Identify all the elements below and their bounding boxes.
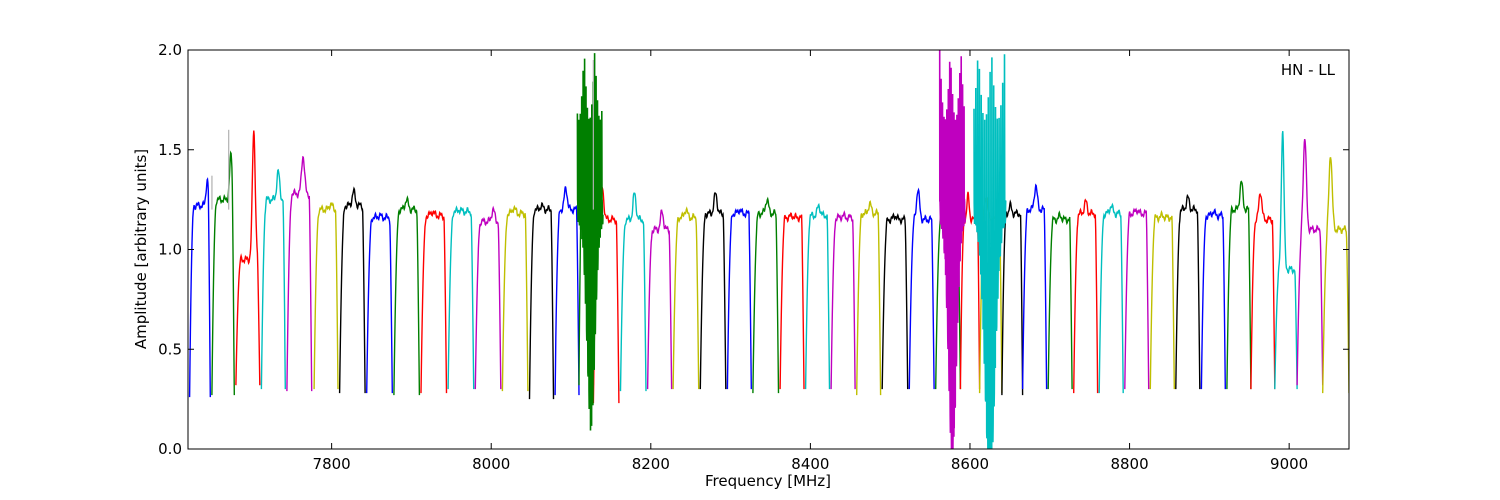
series-line-0	[188, 177, 211, 398]
series-line-36	[1098, 202, 1124, 394]
series-line-1	[211, 150, 235, 396]
y-tick-label-4: 2.0	[158, 41, 182, 59]
interference-line-2	[576, 53, 604, 431]
series-line-21	[726, 207, 752, 390]
plot-frame	[187, 49, 1350, 450]
series-line-6	[338, 186, 366, 394]
x-tick-label-4: 8600	[951, 455, 989, 473]
series-line-26	[856, 200, 882, 396]
ticks-layer: 7800 8000 8200 8400 8600 8800 9000 0.0 0.5 1.0 1.5…	[158, 41, 1349, 473]
series-line-8	[393, 195, 421, 396]
annotation-label: HN - LL	[1281, 61, 1336, 79]
series-line-44	[1296, 138, 1324, 386]
y-tick-label-3: 1.5	[158, 141, 182, 159]
series-line-33	[1021, 183, 1048, 390]
series-line-4	[286, 155, 313, 392]
y-axis-label: Amplitude [arbitrary units]	[132, 149, 150, 349]
y-tick-label-2: 1.0	[158, 241, 182, 259]
series-line-23	[779, 212, 805, 390]
series-line-35	[1073, 198, 1099, 394]
series-layer	[188, 50, 1349, 449]
interference-line-1	[973, 54, 1007, 449]
series-line-17	[619, 192, 647, 392]
series-line-18	[646, 209, 673, 390]
series-line-25	[830, 210, 856, 390]
series-line-32	[1001, 199, 1024, 396]
x-tick-label-3: 8400	[791, 455, 829, 473]
series-line-42	[1250, 192, 1276, 390]
series-line-19	[672, 206, 700, 390]
series-line-7	[366, 211, 393, 394]
series-line-22	[752, 196, 780, 394]
series-line-40	[1200, 208, 1227, 390]
series-line-13	[528, 202, 555, 400]
x-tick-label-6: 9000	[1270, 455, 1308, 473]
series-line-5	[313, 201, 339, 390]
series-line-9	[420, 209, 448, 394]
series-line-20	[699, 191, 727, 390]
series-line-11	[474, 205, 502, 390]
series-line-24	[804, 202, 831, 390]
series-line-27	[881, 212, 909, 390]
series-line-10	[447, 205, 475, 390]
series-line-34	[1047, 210, 1073, 390]
series-line-43	[1274, 131, 1298, 390]
series-line-2	[235, 130, 261, 386]
x-tick-label-0: 7800	[313, 455, 351, 473]
series-line-45	[1322, 156, 1349, 394]
x-tick-label-5: 8800	[1110, 455, 1148, 473]
x-tick-label-2: 8200	[632, 455, 670, 473]
series-line-38	[1149, 209, 1176, 390]
x-tick-label-1: 8000	[472, 455, 510, 473]
series-line-37	[1124, 207, 1150, 390]
series-line-12	[501, 204, 529, 392]
series-line-28	[908, 187, 935, 390]
series-line-3	[260, 168, 286, 390]
series-line-39	[1175, 193, 1201, 390]
interference-line-0	[938, 50, 966, 449]
x-axis-label: Frequency [MHz]	[705, 472, 831, 490]
y-tick-label-0: 0.0	[158, 440, 182, 458]
series-line-41	[1226, 180, 1252, 390]
series-line-14	[554, 186, 580, 396]
y-tick-label-1: 0.5	[158, 340, 182, 358]
